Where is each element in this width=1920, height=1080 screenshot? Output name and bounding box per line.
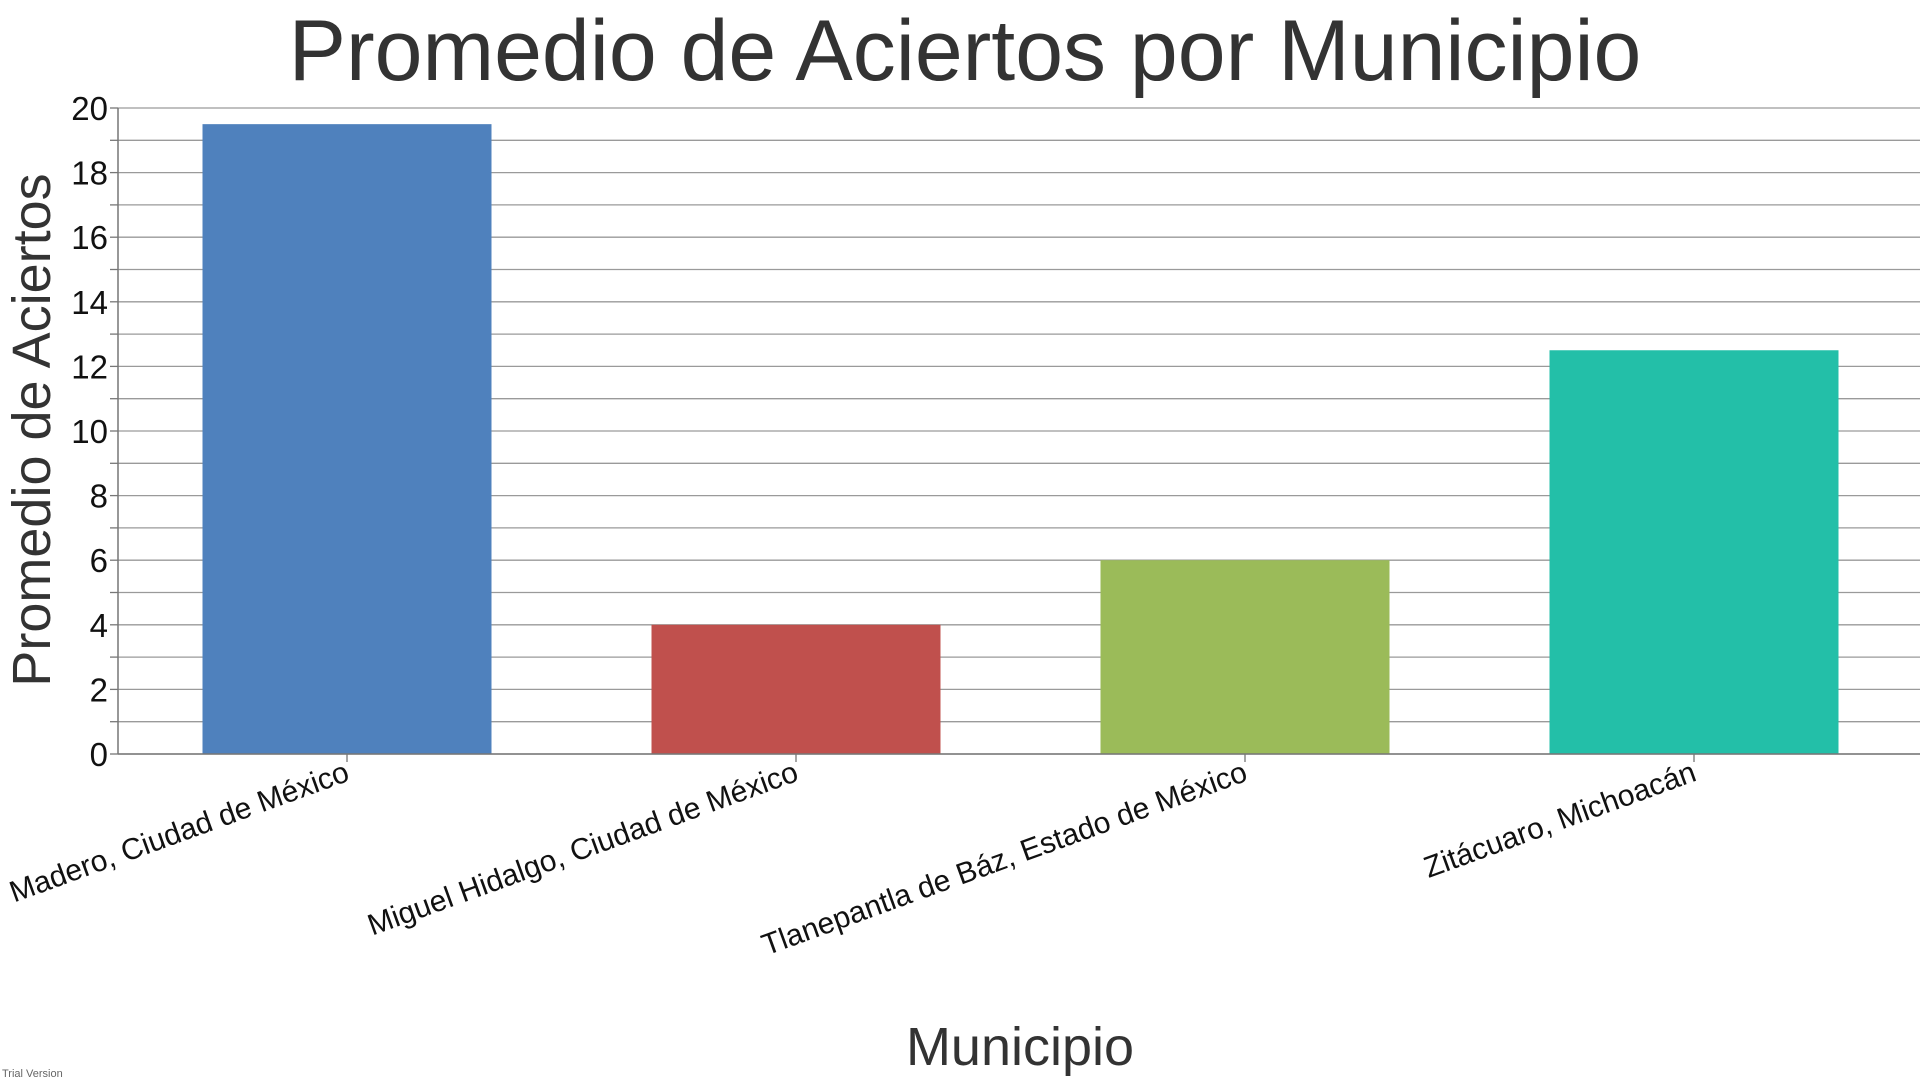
y-axis-title: Promedio de Aciertos [2,173,62,686]
y-tick-label: 8 [90,478,108,515]
y-tick-label: 2 [90,671,108,708]
y-tick-label: 18 [71,155,108,192]
bars [202,124,1839,754]
y-tick-label: 6 [90,542,108,579]
bar [1100,560,1390,754]
bar [651,624,941,754]
bar [1549,350,1839,754]
axes [110,107,1920,762]
y-tick-label: 12 [71,348,108,385]
x-category-label: Miguel Hidalgo, Ciudad de México [363,756,802,943]
y-tick-label: 10 [71,413,108,450]
x-category-labels: Madero, Ciudad de México Miguel Hidalgo, … [5,756,1700,963]
y-tick-label: 16 [71,219,108,256]
x-category-label: Tlanepantla de Báz, Estado de México [757,756,1251,963]
y-tick-label: 14 [71,284,108,321]
x-axis-title: Municipio [906,1017,1134,1077]
watermark-text: Trial Version [2,1068,63,1080]
x-category-label: Madero, Ciudad de México [5,756,353,910]
chart-title: Promedio de Aciertos por Municipio [289,3,1642,99]
y-tick-labels: 0 2 4 6 8 10 12 14 16 18 20 [71,90,108,773]
y-tick-label: 20 [71,90,108,127]
x-category-label: Zitácuaro, Michoacán [1420,756,1701,885]
y-tick-label: 0 [90,736,108,773]
bar [202,124,492,754]
y-tick-label: 4 [90,607,108,644]
